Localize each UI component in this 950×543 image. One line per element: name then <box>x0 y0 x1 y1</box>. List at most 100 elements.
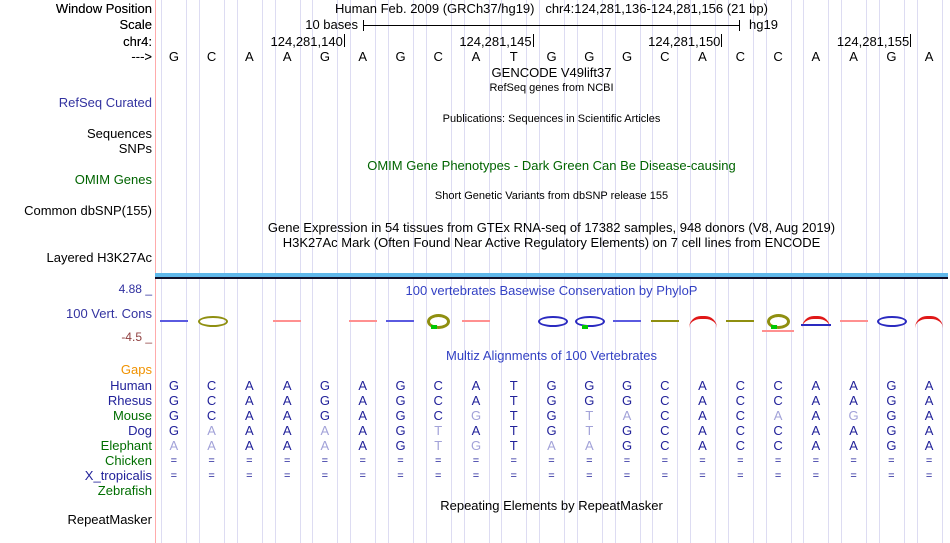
gridline <box>765 0 767 543</box>
track-title-multiz-alignments-of-100-vertebrates[interactable]: Multiz Alignments of 100 Vertebrates <box>445 348 657 363</box>
alignment-base: A <box>924 378 934 393</box>
gridline <box>236 0 238 543</box>
track-label-gaps[interactable]: Gaps <box>120 362 152 377</box>
conservation-mark-base-11 <box>537 316 568 327</box>
track-title-repeating-elements-by-repeatmasker[interactable]: Repeating Elements by RepeatMasker <box>440 498 663 513</box>
alignment-base: C <box>735 438 745 453</box>
track-label-omim-genes[interactable]: OMIM Genes <box>74 172 152 187</box>
alignment-base: A <box>471 378 481 393</box>
scale-label: Scale <box>119 17 152 32</box>
sequence-base: A <box>282 49 292 64</box>
track-label-100-vert-cons[interactable]: 100 Vert. Cons <box>66 306 152 321</box>
track-label-4-5[interactable]: -4.5 _ <box>121 330 152 344</box>
gridline <box>790 0 792 543</box>
species-label-x-tropicalis[interactable]: X_tropicalis <box>84 468 152 483</box>
alignment-gap-glyph: = <box>510 470 517 482</box>
alignment-base: G <box>395 423 406 438</box>
alignment-base: A <box>811 438 821 453</box>
gridline <box>274 0 276 543</box>
gridline <box>941 0 943 543</box>
species-label-chicken[interactable]: Chicken <box>105 453 152 468</box>
strand-arrow: ---> <box>131 49 152 64</box>
sequence-base: C <box>206 49 217 64</box>
alignment-base: G <box>470 438 482 453</box>
alignment-gap-glyph: = <box>888 470 895 482</box>
gridline <box>803 0 805 543</box>
alignment-gap-glyph: = <box>548 455 555 467</box>
sequence-base: G <box>319 49 330 64</box>
scale-value: 10 bases <box>305 17 358 32</box>
gridline <box>312 0 314 543</box>
gridline <box>161 0 163 543</box>
track-label-scale[interactable]: Scale <box>119 17 152 32</box>
sequence-base: G <box>584 49 595 64</box>
chromosome-label: chr4: <box>123 34 152 49</box>
alignment-gap-glyph: = <box>472 470 480 482</box>
alignment-gap-glyph: = <box>472 455 480 467</box>
species-label-human[interactable]: Human <box>110 378 152 393</box>
track-label-[interactable]: ---> <box>131 49 152 64</box>
alignment-base: A <box>320 423 330 438</box>
track-label-sequences[interactable]: Sequences <box>86 126 152 141</box>
track-title-100-vertebrates-basewise-conservation-by[interactable]: 100 vertebrates Basewise Conservation by… <box>405 283 698 298</box>
species-label-elephant[interactable]: Elephant <box>100 438 152 453</box>
alignment-base: A <box>924 408 934 423</box>
track-label-chr4[interactable]: chr4: <box>123 34 152 49</box>
position-tick-label: 124,281,155 <box>836 34 910 49</box>
conservation-mark-base-17 <box>767 314 791 329</box>
alignment-base: C <box>660 378 670 393</box>
species-label-zebrafish[interactable]: Zebrafish <box>97 483 152 498</box>
alignment-base: A <box>849 393 858 408</box>
alignment-base: A <box>282 423 292 438</box>
alignment-base: A <box>698 408 707 423</box>
track-title-h3k27ac-mark-often-found-near-active-reg[interactable]: H3K27Ac Mark (Often Found Near Active Re… <box>282 235 821 250</box>
species-label-mouse[interactable]: Mouse <box>112 408 152 423</box>
alignment-base: G <box>168 408 179 423</box>
species-label-rhesus[interactable]: Rhesus <box>107 393 152 408</box>
alignment-base: C <box>206 393 217 408</box>
alignment-base: G <box>886 408 897 423</box>
alignment-base: C <box>773 423 783 438</box>
alignment-base: A <box>924 423 934 438</box>
alignment-base: A <box>811 393 821 408</box>
species-label-dog[interactable]: Dog <box>128 423 152 438</box>
alignment-gap-glyph: = <box>434 455 442 467</box>
track-title-omim-gene-phenotypes-dark-green-can-be-d[interactable]: OMIM Gene Phenotypes - Dark Green Can Be… <box>367 158 736 173</box>
alignment-gap-glyph: = <box>925 470 933 482</box>
alignment-gap-glyph: = <box>774 455 782 467</box>
track-title-short-genetic-variants-from-dbsnp-releas[interactable]: Short Genetic Variants from dbSNP releas… <box>434 190 669 202</box>
scale-ruler-left-tick <box>363 20 364 31</box>
gridline <box>501 0 503 543</box>
track-label-refseq-curated[interactable]: RefSeq Curated <box>58 95 152 110</box>
track-label-repeatmasker[interactable]: RepeatMasker <box>67 512 152 527</box>
gridline <box>224 0 226 543</box>
gridline <box>690 0 691 543</box>
alignment-gap-glyph: = <box>359 470 366 482</box>
track-label-snps[interactable]: SNPs <box>118 141 152 156</box>
gridline <box>450 0 452 543</box>
alignment-base: A <box>282 408 292 423</box>
track-label-4-88[interactable]: 4.88 _ <box>118 282 152 296</box>
track-label-common-dbsnp-155[interactable]: Common dbSNP(155) <box>24 203 152 218</box>
alignment-base: A <box>584 438 594 453</box>
conservation-mark-base-17-dot <box>771 325 778 329</box>
track-label-layered-h3k27ac[interactable]: Layered H3K27Ac <box>46 250 152 265</box>
conservation-mark-base-12-dot <box>582 325 589 329</box>
track-label-window-position[interactable]: Window Position <box>55 1 152 16</box>
alignment-base: G <box>319 408 330 423</box>
alignment-base: A <box>282 438 292 453</box>
sequence-base: G <box>621 49 633 64</box>
track-title-refseq-genes-from-ncbi[interactable]: RefSeq genes from NCBI <box>489 82 614 94</box>
alignment-base: A <box>245 438 254 453</box>
track-title-gene-expression-in-54-tissues-from-gtex-[interactable]: Gene Expression in 54 tissues from GTEx … <box>267 220 836 235</box>
alignment-gap-glyph: = <box>623 470 631 482</box>
gridline <box>186 0 188 543</box>
track-title-gencode-v49lift37[interactable]: GENCODE V49lift37 <box>491 65 612 80</box>
gridline <box>715 0 716 543</box>
track-title-publications-sequences-in-scientific-art[interactable]: Publications: Sequences in Scientific Ar… <box>442 113 661 125</box>
conservation-mark-base-1 <box>159 320 188 322</box>
alignment-base: A <box>358 423 368 438</box>
alignment-base: A <box>698 423 707 438</box>
conservation-mark-base-6 <box>348 320 377 322</box>
